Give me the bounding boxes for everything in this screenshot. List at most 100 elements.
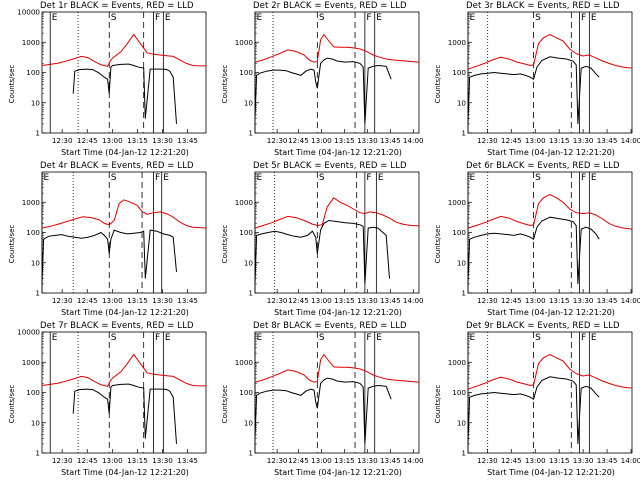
y-tick-label: 1000 (448, 198, 467, 207)
time-marker-label: F (581, 173, 586, 183)
x-tick-label: 13:30 (573, 136, 594, 145)
x-tick-label: 12:45 (501, 136, 522, 145)
plot-frame (467, 171, 633, 294)
plot-frame (254, 331, 420, 454)
y-tick-label: 10 (244, 258, 254, 267)
y-tick-label: 100 (452, 68, 466, 77)
time-marker-label: E (44, 173, 50, 183)
x-tick-label: 13:30 (357, 136, 378, 145)
x-tick-label: 13:45 (597, 136, 618, 145)
x-tick-label: 13:00 (102, 296, 123, 305)
x-tick-label: 13:15 (334, 136, 355, 145)
time-marker-label: F (581, 333, 586, 343)
time-marker-label: F (366, 333, 371, 343)
events-series-line (467, 376, 600, 444)
lightcurve-plot: 10000 1000 100 10 1 12:30 12:45 13:00 13:15 13:30… (17, 328, 207, 465)
y-tick-label: 1 (461, 449, 466, 458)
time-marker-label: E (165, 13, 171, 23)
x-axis-label: Start Time (04-Jan-12 12:21:20) (61, 468, 189, 477)
time-marker-label: E (257, 173, 263, 183)
x-tick-label: 13:45 (597, 456, 618, 465)
panel-title: Det 3r BLACK = Events, RED = LLD (466, 1, 620, 11)
time-marker-label: S (535, 333, 541, 343)
y-tick-label: 10000 (17, 328, 40, 337)
y-tick-label: 1 (248, 449, 253, 458)
x-axis-label: Start Time (04-Jan-12 12:21:20) (61, 308, 189, 317)
x-tick-label: 13:30 (573, 296, 594, 305)
detector-panel: Det 2r BLACK = Events, RED = LLD Counts/s… (213, 0, 426, 160)
y-tick-label: 10 (457, 98, 467, 107)
x-tick-label: 13:30 (152, 456, 173, 465)
x-tick-label: 13:30 (573, 456, 594, 465)
time-marker-label: E (470, 173, 476, 183)
panel-title: Det 6r BLACK = Events, RED = LLD (466, 161, 620, 171)
events-series-line (72, 383, 177, 444)
x-tick-label: 14:00 (403, 296, 424, 305)
y-tick-label: 10 (457, 258, 467, 267)
detector-panel: Det 8r BLACK = Events, RED = LLD Counts/s… (213, 320, 426, 480)
y-tick-label: 1 (248, 289, 253, 298)
x-axis-label: Start Time (04-Jan-12 12:21:20) (487, 308, 615, 317)
x-tick-label: 12:45 (288, 296, 309, 305)
x-tick-label: 13:00 (311, 136, 332, 145)
events-series-line (254, 57, 392, 124)
y-tick-label: 1000 (235, 358, 254, 367)
y-tick-label: 1 (35, 449, 40, 458)
x-axis-label: Start Time (04-Jan-12 12:21:20) (61, 148, 189, 157)
x-tick-label: 13:00 (102, 136, 123, 145)
time-marker-label: E (378, 173, 384, 183)
y-tick-label: 10 (31, 418, 41, 427)
y-tick-label: 1000 (22, 198, 41, 207)
time-marker-label: E (163, 173, 169, 183)
detector-panel: Det 3r BLACK = Events, RED = LLD Counts/s… (426, 0, 640, 160)
detector-panel: Det 7r BLACK = Events, RED = LLD Counts/s… (0, 320, 213, 480)
x-tick-label: 13:15 (549, 136, 570, 145)
time-marker-label: F (155, 13, 160, 23)
y-tick-label: 1000 (235, 198, 254, 207)
x-tick-label: 13:45 (177, 456, 198, 465)
x-tick-label: 12:45 (77, 456, 98, 465)
x-tick-label: 13:15 (549, 456, 570, 465)
y-tick-label: 10 (244, 418, 254, 427)
time-marker-label: E (591, 173, 597, 183)
time-marker-label: F (155, 333, 160, 343)
detector-panel: Det 5r BLACK = Events, RED = LLD Counts/s… (213, 160, 426, 320)
x-axis-label: Start Time (04-Jan-12 12:21:20) (274, 308, 402, 317)
x-tick-label: 13:30 (357, 456, 378, 465)
x-tick-label: 12:30 (477, 296, 498, 305)
detector-panel: Det 4r BLACK = Events, RED = LLD Counts/s… (0, 160, 213, 320)
time-marker-label: E (52, 333, 58, 343)
y-tick-label: 100 (26, 388, 40, 397)
x-tick-label: 13:15 (127, 296, 148, 305)
x-tick-label: 14:00 (403, 136, 424, 145)
x-tick-label: 13:15 (334, 456, 355, 465)
panel-title: Det 9r BLACK = Events, RED = LLD (466, 321, 620, 331)
y-tick-label: 100 (239, 388, 253, 397)
time-marker-label: S (111, 333, 117, 343)
x-tick-label: 12:45 (288, 136, 309, 145)
x-axis-label: Start Time (04-Jan-12 12:21:20) (487, 148, 615, 157)
x-axis-label: Start Time (04-Jan-12 12:21:20) (487, 468, 615, 477)
y-tick-label: 1000 (235, 38, 254, 47)
x-tick-label: 12:30 (52, 136, 73, 145)
y-tick-label: 100 (239, 68, 253, 77)
events-series-line (72, 63, 177, 124)
x-tick-label: 12:45 (501, 456, 522, 465)
time-marker-label: F (366, 13, 371, 23)
time-marker-label: S (535, 13, 541, 23)
time-marker-label: F (155, 173, 160, 183)
x-tick-label: 13:30 (357, 296, 378, 305)
lld-series-line (254, 197, 420, 229)
x-tick-label: 12:45 (288, 456, 309, 465)
y-tick-label: 1000 (448, 38, 467, 47)
y-tick-label: 100 (26, 68, 40, 77)
x-tick-label: 13:45 (380, 296, 401, 305)
y-tick-label: 1 (35, 129, 40, 138)
